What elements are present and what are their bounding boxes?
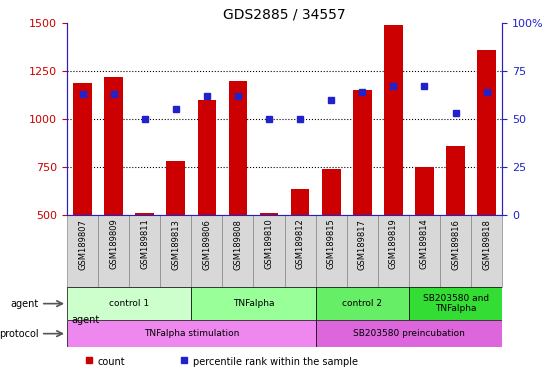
Bar [229,81,247,215]
FancyBboxPatch shape [347,215,378,287]
Bar [446,146,465,215]
FancyBboxPatch shape [440,215,471,287]
FancyBboxPatch shape [129,215,160,287]
Bar [291,189,310,215]
FancyBboxPatch shape [253,215,285,287]
Text: TNFalpha: TNFalpha [233,299,274,308]
Text: GSM189813: GSM189813 [171,219,180,270]
Text: control 1: control 1 [109,299,149,308]
FancyBboxPatch shape [378,215,409,287]
Text: SB203580 preincubation: SB203580 preincubation [353,329,465,338]
FancyBboxPatch shape [223,215,253,287]
Text: TNFalpha stimulation: TNFalpha stimulation [143,329,239,338]
Text: agent: agent [71,315,99,325]
FancyBboxPatch shape [98,215,129,287]
Bar [73,83,92,215]
Text: GSM189818: GSM189818 [482,219,491,270]
Text: percentile rank within the sample: percentile rank within the sample [193,357,358,367]
Text: GSM189809: GSM189809 [109,219,118,270]
FancyBboxPatch shape [409,215,440,287]
Bar [322,169,340,215]
FancyBboxPatch shape [316,320,502,347]
Title: GDS2885 / 34557: GDS2885 / 34557 [223,8,346,22]
Text: GSM189807: GSM189807 [78,219,87,270]
Text: GSM189812: GSM189812 [296,219,305,270]
FancyBboxPatch shape [191,287,316,320]
Bar [259,213,278,215]
FancyBboxPatch shape [316,287,409,320]
FancyBboxPatch shape [67,215,98,287]
Text: GSM189819: GSM189819 [389,219,398,270]
Bar [166,161,185,215]
Text: GSM189814: GSM189814 [420,219,429,270]
Text: agent: agent [11,299,39,309]
Text: GSM189808: GSM189808 [233,219,242,270]
FancyBboxPatch shape [67,320,316,347]
FancyBboxPatch shape [316,215,347,287]
Bar [104,77,123,215]
Text: count: count [98,357,125,367]
Bar [353,90,372,215]
FancyBboxPatch shape [191,215,223,287]
Bar [415,167,434,215]
FancyBboxPatch shape [160,215,191,287]
Bar [384,25,403,215]
FancyBboxPatch shape [471,215,502,287]
Bar [477,50,496,215]
Text: GSM189816: GSM189816 [451,219,460,270]
Text: GSM189806: GSM189806 [203,219,211,270]
Bar [136,213,154,215]
Bar [198,100,216,215]
Text: GSM189810: GSM189810 [264,219,273,270]
FancyBboxPatch shape [409,287,502,320]
Text: control 2: control 2 [342,299,382,308]
FancyBboxPatch shape [285,215,316,287]
Text: SB203580 and
TNFalpha: SB203580 and TNFalpha [422,294,489,313]
Text: GSM189811: GSM189811 [140,219,149,270]
Text: GSM189815: GSM189815 [327,219,336,270]
FancyBboxPatch shape [67,287,191,320]
Text: protocol: protocol [0,329,39,339]
Text: GSM189817: GSM189817 [358,219,367,270]
